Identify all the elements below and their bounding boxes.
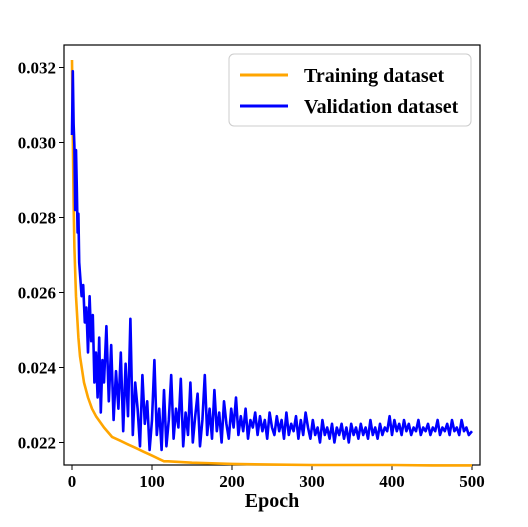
x-tick-label: 100	[139, 472, 165, 491]
series-layer	[70, 59, 473, 467]
y-tick-label: 0.024	[18, 359, 57, 378]
x-tick-label: 200	[219, 472, 245, 491]
x-axis-title: Epoch	[245, 490, 299, 512]
y-tick-label: 0.022	[18, 434, 56, 453]
training-dataset-line	[70, 59, 472, 467]
legend-box	[228, 53, 472, 127]
legend-label-training: Training dataset	[304, 65, 445, 87]
y-axis-ticks: 0.022 0.024 0.026 0.028 0.030 0.032	[18, 59, 64, 453]
legend-label-validation: Validation dataset	[304, 96, 459, 118]
legend: Training dataset Validation dataset	[228, 53, 472, 127]
x-tick-label: 400	[379, 472, 405, 491]
y-tick-label: 0.030	[18, 134, 56, 153]
validation-dataset-line	[70, 69, 473, 452]
y-tick-label: 0.028	[18, 209, 56, 228]
x-tick-label: 500	[459, 472, 485, 491]
x-axis-ticks: 0 100 200 300 400 500	[68, 465, 485, 491]
y-tick-label: 0.032	[18, 59, 56, 78]
y-tick-label: 0.026	[18, 284, 56, 303]
x-tick-label: 0	[68, 472, 77, 491]
x-tick-label: 300	[299, 472, 325, 491]
